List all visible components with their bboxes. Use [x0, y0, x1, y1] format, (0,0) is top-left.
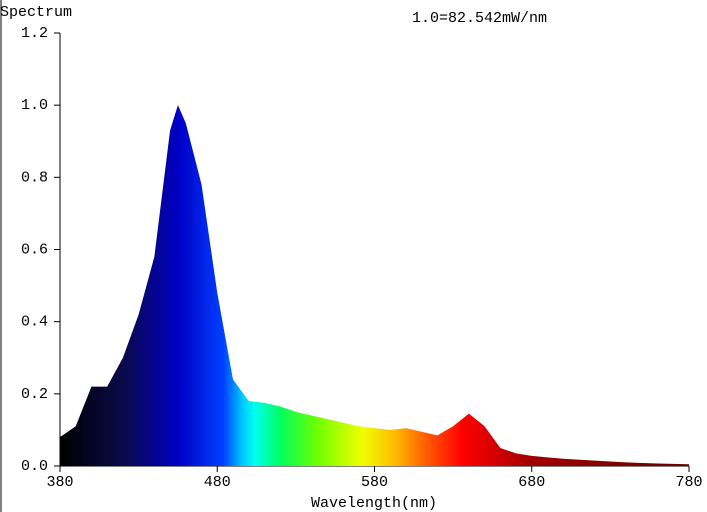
x-tick-label: 580 — [361, 474, 388, 491]
x-axis-label: Wavelength(nm) — [311, 495, 437, 512]
chart-title: Spectrum — [0, 4, 72, 21]
y-tick-label: 0.4 — [21, 314, 48, 331]
y-tick-label: 0.0 — [21, 458, 48, 475]
y-tick-label: 0.2 — [21, 386, 48, 403]
y-tick-label: 1.2 — [21, 25, 48, 42]
annotation: 1.0=82.542mW/nm — [412, 10, 547, 27]
spectrum-area — [60, 105, 689, 467]
y-tick-label: 0.8 — [21, 169, 48, 186]
x-tick-label: 480 — [204, 474, 231, 491]
x-tick-label: 780 — [675, 474, 702, 491]
y-tick-label: 0.6 — [21, 241, 48, 258]
x-tick-label: 380 — [46, 474, 73, 491]
x-tick-label: 680 — [518, 474, 545, 491]
y-tick-label: 1.0 — [21, 97, 48, 114]
